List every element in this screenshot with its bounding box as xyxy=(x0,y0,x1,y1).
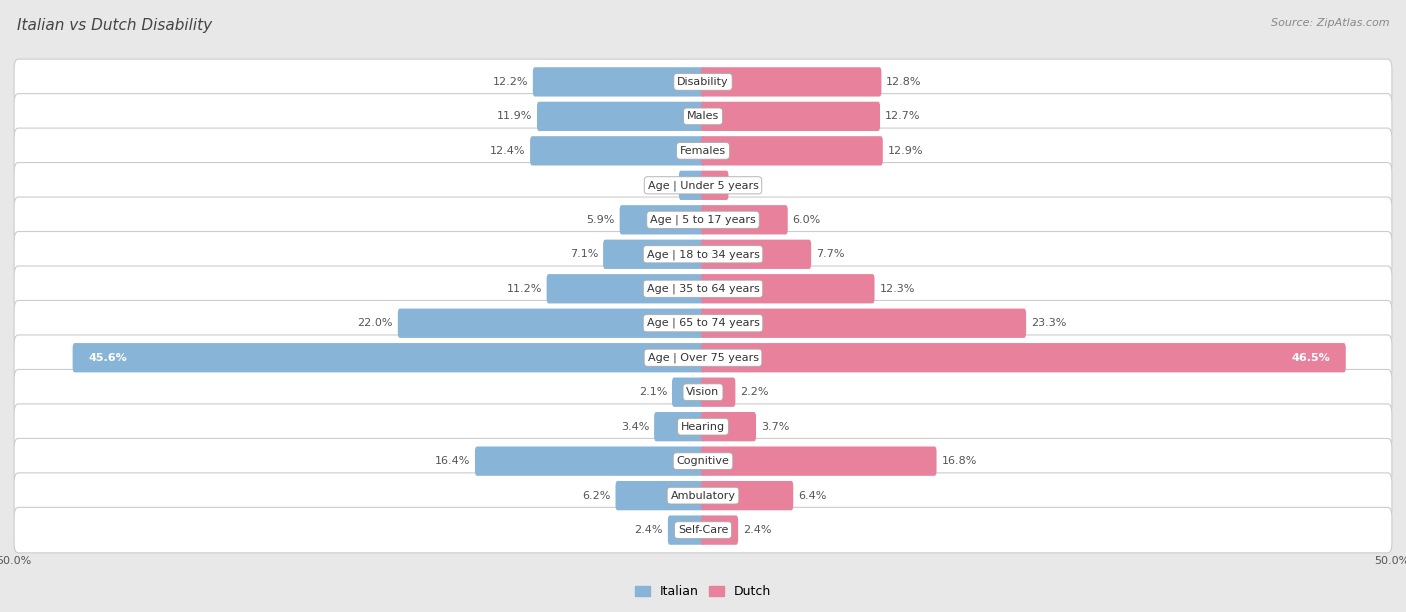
FancyBboxPatch shape xyxy=(14,473,1392,518)
Text: Females: Females xyxy=(681,146,725,156)
Text: 16.4%: 16.4% xyxy=(434,456,470,466)
Text: Vision: Vision xyxy=(686,387,720,397)
Text: Males: Males xyxy=(688,111,718,121)
FancyBboxPatch shape xyxy=(537,102,704,131)
Text: Italian vs Dutch Disability: Italian vs Dutch Disability xyxy=(17,18,212,34)
Text: 23.3%: 23.3% xyxy=(1031,318,1066,328)
FancyBboxPatch shape xyxy=(475,447,704,476)
Text: Hearing: Hearing xyxy=(681,422,725,431)
Text: 2.4%: 2.4% xyxy=(742,525,772,535)
Text: 6.2%: 6.2% xyxy=(582,491,610,501)
Text: Age | 35 to 64 years: Age | 35 to 64 years xyxy=(647,283,759,294)
FancyBboxPatch shape xyxy=(702,102,880,131)
FancyBboxPatch shape xyxy=(530,136,704,165)
FancyBboxPatch shape xyxy=(702,447,936,476)
Text: Ambulatory: Ambulatory xyxy=(671,491,735,501)
FancyBboxPatch shape xyxy=(702,67,882,97)
Text: 3.7%: 3.7% xyxy=(761,422,789,431)
Text: Disability: Disability xyxy=(678,77,728,87)
Text: 2.2%: 2.2% xyxy=(740,387,769,397)
FancyBboxPatch shape xyxy=(547,274,704,304)
Text: 1.6%: 1.6% xyxy=(645,181,673,190)
FancyBboxPatch shape xyxy=(702,515,738,545)
Text: 12.8%: 12.8% xyxy=(886,77,922,87)
FancyBboxPatch shape xyxy=(14,59,1392,105)
FancyBboxPatch shape xyxy=(14,231,1392,277)
Text: 1.7%: 1.7% xyxy=(734,181,762,190)
Text: 6.0%: 6.0% xyxy=(793,215,821,225)
FancyBboxPatch shape xyxy=(73,343,704,372)
Text: Age | Over 75 years: Age | Over 75 years xyxy=(648,353,758,363)
Text: 2.4%: 2.4% xyxy=(634,525,664,535)
FancyBboxPatch shape xyxy=(702,171,728,200)
FancyBboxPatch shape xyxy=(14,370,1392,415)
Text: 12.2%: 12.2% xyxy=(492,77,529,87)
FancyBboxPatch shape xyxy=(702,205,787,234)
Text: Age | Under 5 years: Age | Under 5 years xyxy=(648,180,758,190)
Text: 3.4%: 3.4% xyxy=(621,422,650,431)
Text: 12.7%: 12.7% xyxy=(884,111,921,121)
Text: Age | 5 to 17 years: Age | 5 to 17 years xyxy=(650,215,756,225)
Text: 12.9%: 12.9% xyxy=(887,146,924,156)
Text: 7.7%: 7.7% xyxy=(815,249,845,259)
FancyBboxPatch shape xyxy=(14,163,1392,208)
FancyBboxPatch shape xyxy=(679,171,704,200)
Text: Cognitive: Cognitive xyxy=(676,456,730,466)
Text: 6.4%: 6.4% xyxy=(799,491,827,501)
Text: 45.6%: 45.6% xyxy=(89,353,127,363)
FancyBboxPatch shape xyxy=(702,240,811,269)
Text: 5.9%: 5.9% xyxy=(586,215,614,225)
FancyBboxPatch shape xyxy=(702,274,875,304)
Legend: Italian, Dutch: Italian, Dutch xyxy=(630,580,776,603)
FancyBboxPatch shape xyxy=(14,438,1392,484)
Text: 2.1%: 2.1% xyxy=(638,387,668,397)
Text: Age | 18 to 34 years: Age | 18 to 34 years xyxy=(647,249,759,259)
Text: 22.0%: 22.0% xyxy=(357,318,392,328)
FancyBboxPatch shape xyxy=(14,335,1392,381)
FancyBboxPatch shape xyxy=(533,67,704,97)
Text: 12.4%: 12.4% xyxy=(489,146,526,156)
FancyBboxPatch shape xyxy=(702,308,1026,338)
Text: 11.2%: 11.2% xyxy=(506,284,541,294)
Text: 7.1%: 7.1% xyxy=(569,249,599,259)
FancyBboxPatch shape xyxy=(702,412,756,441)
FancyBboxPatch shape xyxy=(702,343,1346,372)
FancyBboxPatch shape xyxy=(14,300,1392,346)
FancyBboxPatch shape xyxy=(398,308,704,338)
FancyBboxPatch shape xyxy=(14,94,1392,139)
Text: 11.9%: 11.9% xyxy=(496,111,531,121)
Text: 12.3%: 12.3% xyxy=(879,284,915,294)
FancyBboxPatch shape xyxy=(702,136,883,165)
FancyBboxPatch shape xyxy=(668,515,704,545)
FancyBboxPatch shape xyxy=(702,378,735,407)
Text: 46.5%: 46.5% xyxy=(1291,353,1330,363)
Text: Source: ZipAtlas.com: Source: ZipAtlas.com xyxy=(1271,18,1389,28)
FancyBboxPatch shape xyxy=(603,240,704,269)
FancyBboxPatch shape xyxy=(616,481,704,510)
FancyBboxPatch shape xyxy=(620,205,704,234)
FancyBboxPatch shape xyxy=(14,197,1392,242)
FancyBboxPatch shape xyxy=(14,266,1392,312)
FancyBboxPatch shape xyxy=(654,412,704,441)
FancyBboxPatch shape xyxy=(672,378,704,407)
Text: 16.8%: 16.8% xyxy=(942,456,977,466)
FancyBboxPatch shape xyxy=(14,507,1392,553)
FancyBboxPatch shape xyxy=(702,481,793,510)
FancyBboxPatch shape xyxy=(14,128,1392,174)
Text: Age | 65 to 74 years: Age | 65 to 74 years xyxy=(647,318,759,329)
Text: Self-Care: Self-Care xyxy=(678,525,728,535)
FancyBboxPatch shape xyxy=(14,404,1392,449)
